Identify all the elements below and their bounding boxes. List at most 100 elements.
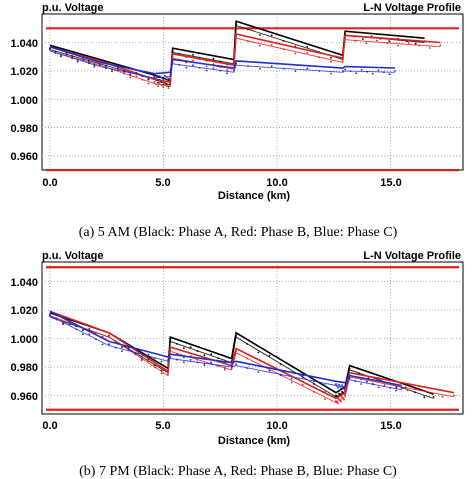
chart-b-phase-a-point (210, 353, 213, 356)
chart-a-phase-c-branch (49, 50, 396, 79)
chart-b-phase-c-point (169, 356, 172, 358)
chart-b-phase-b-point (338, 398, 340, 401)
chart-b-phase-c-point (268, 369, 271, 372)
chart-a-phase-b-point (165, 85, 168, 87)
chart-b-phase-c-point (360, 383, 363, 385)
chart-b-phase-c-branch (49, 315, 402, 391)
chart-a-phase-b-point (226, 69, 229, 72)
chart-b-phase-c-point (154, 357, 156, 359)
chart-b-phase-b-point (176, 352, 179, 355)
chart-b-grid (42, 262, 463, 414)
chart-b-phase-b-point (223, 368, 226, 371)
chart-b-phase-c-point (246, 367, 249, 369)
chart-b-phase-b-point (167, 373, 169, 375)
chart-a-phase-c-point (226, 72, 229, 75)
chart-a-phase-b-point (235, 35, 238, 38)
chart-b-phase-c-point (75, 328, 78, 331)
chart-b-phase-c-point (348, 377, 351, 380)
chart-a-phase-b-point (157, 85, 159, 88)
chart-a-phase-b-point (147, 82, 150, 85)
chart-a-phase-b-point (141, 78, 144, 81)
chart-a-phase-b-point (99, 62, 101, 65)
chart-b-series (49, 310, 455, 405)
chart-b-phase-a-point (348, 367, 351, 370)
chart-b-ytick-label: 0.960 (10, 391, 38, 403)
chart-a-phase-b-point (135, 75, 138, 77)
chart-a-phase-b-point (354, 39, 357, 42)
chart-a-phase-c-point (383, 71, 385, 74)
chart-a-phase-c-point (71, 57, 74, 60)
chart-b-phase-c-point (354, 380, 357, 383)
chart-a-chart-title: L-N Voltage Profile (363, 2, 461, 14)
chart-a-phase-a-point (212, 57, 215, 60)
chart-a-phase-c-point (60, 55, 62, 58)
chart-a-phase-c-point (141, 74, 144, 77)
chart-b-limit-lines (46, 266, 459, 411)
chart-b-phase-c-point (371, 383, 374, 386)
chart-a-phase-c-point (93, 66, 96, 68)
chart-a-phase-b-point (153, 81, 156, 84)
chart-a-phase-a-point (270, 34, 273, 37)
chart-b-phase-a-point (176, 343, 179, 345)
chart-a-phase-c-point (153, 75, 156, 78)
chart-b-phase-b-point (290, 381, 293, 384)
chart-b-phase-a-point (169, 339, 172, 341)
chart-a-series (49, 20, 442, 89)
chart-b-phase-c-point (62, 323, 64, 326)
chart-a-ytick-label: 1.040 (10, 38, 38, 50)
chart-a-phase-c-point (160, 76, 163, 79)
chart-b-phase-a-point (203, 354, 206, 357)
chart-a-phase-c-point (105, 67, 107, 70)
chart-a-phase-b-point (270, 44, 273, 46)
chart-a-phase-a-point (157, 81, 159, 84)
chart-a-phase-a-point (71, 55, 74, 58)
chart-b-ytick-label: 1.020 (10, 305, 38, 317)
chart-b-phase-c-point (55, 318, 58, 321)
chart-a-phase-a-point (105, 64, 107, 67)
chart-a-phase-b-point (123, 72, 126, 75)
chart-a-ytick-label: 1.000 (10, 95, 38, 107)
chart-b-phase-a-point (235, 334, 238, 337)
chart-b-phase-c-point (223, 367, 226, 369)
chart-b-phase-a-point (257, 351, 260, 354)
chart-a-phase-c-line (49, 46, 396, 75)
chart-b-phase-b-point (441, 395, 444, 398)
chart-b-phase-a-line (49, 312, 434, 395)
chart-b-phase-c-point (290, 377, 293, 380)
chart-b-phase-b-point (453, 394, 455, 397)
chart-a-phase-b-point (365, 42, 368, 45)
chart-b-phase-c-point (147, 353, 150, 356)
chart-a-phase-b-point (418, 44, 421, 47)
chart-a-phase-a-point (306, 45, 309, 48)
chart-b-phase-a-point (338, 392, 340, 395)
chart-b-phase-c-point (127, 348, 130, 351)
chart-b-phase-c-point (389, 387, 392, 389)
chart-b-phase-c-point (366, 380, 368, 383)
chart-a-phase-c-point (165, 76, 168, 78)
chart-b-phase-c-point (81, 333, 84, 336)
chart-b-phase-a-point (189, 346, 192, 348)
chart-b-phase-c-point (196, 361, 199, 364)
chart-a-phase-a-point (165, 83, 168, 85)
chart-a-phase-b-point (171, 55, 174, 58)
chart-a-phase-b-point (306, 52, 309, 54)
chart-b-phase-c-point (336, 385, 338, 387)
chart-a-phase-c-point (171, 61, 174, 64)
chart-b-phase-c-point (167, 359, 169, 361)
chart-a-phase-b-point (167, 87, 170, 89)
chart-a-phase-b-point (341, 60, 344, 62)
chart-b-phase-b-point (430, 391, 432, 394)
chart-b-phase-c-point (340, 387, 342, 390)
chart-a-phase-a-point (330, 56, 332, 59)
chart-b-phase-a-point (279, 363, 282, 365)
chart-a-phase-c-point (54, 52, 57, 54)
chart-b-phase-c-point (68, 323, 71, 326)
chart-a-phase-a-point (235, 23, 238, 25)
chart-b-x-ticks: 0.0 5.0 10.0 15.0 (42, 420, 401, 432)
chart-a-phase-c-point (270, 65, 273, 67)
chart-b-phase-c-point (203, 364, 206, 367)
chart-b-phase-a-point (432, 396, 435, 398)
chart-a-phase-b-point (160, 84, 163, 87)
chart-b-phase-b-point (406, 389, 409, 391)
chart-a-phase-c-point (360, 69, 363, 71)
